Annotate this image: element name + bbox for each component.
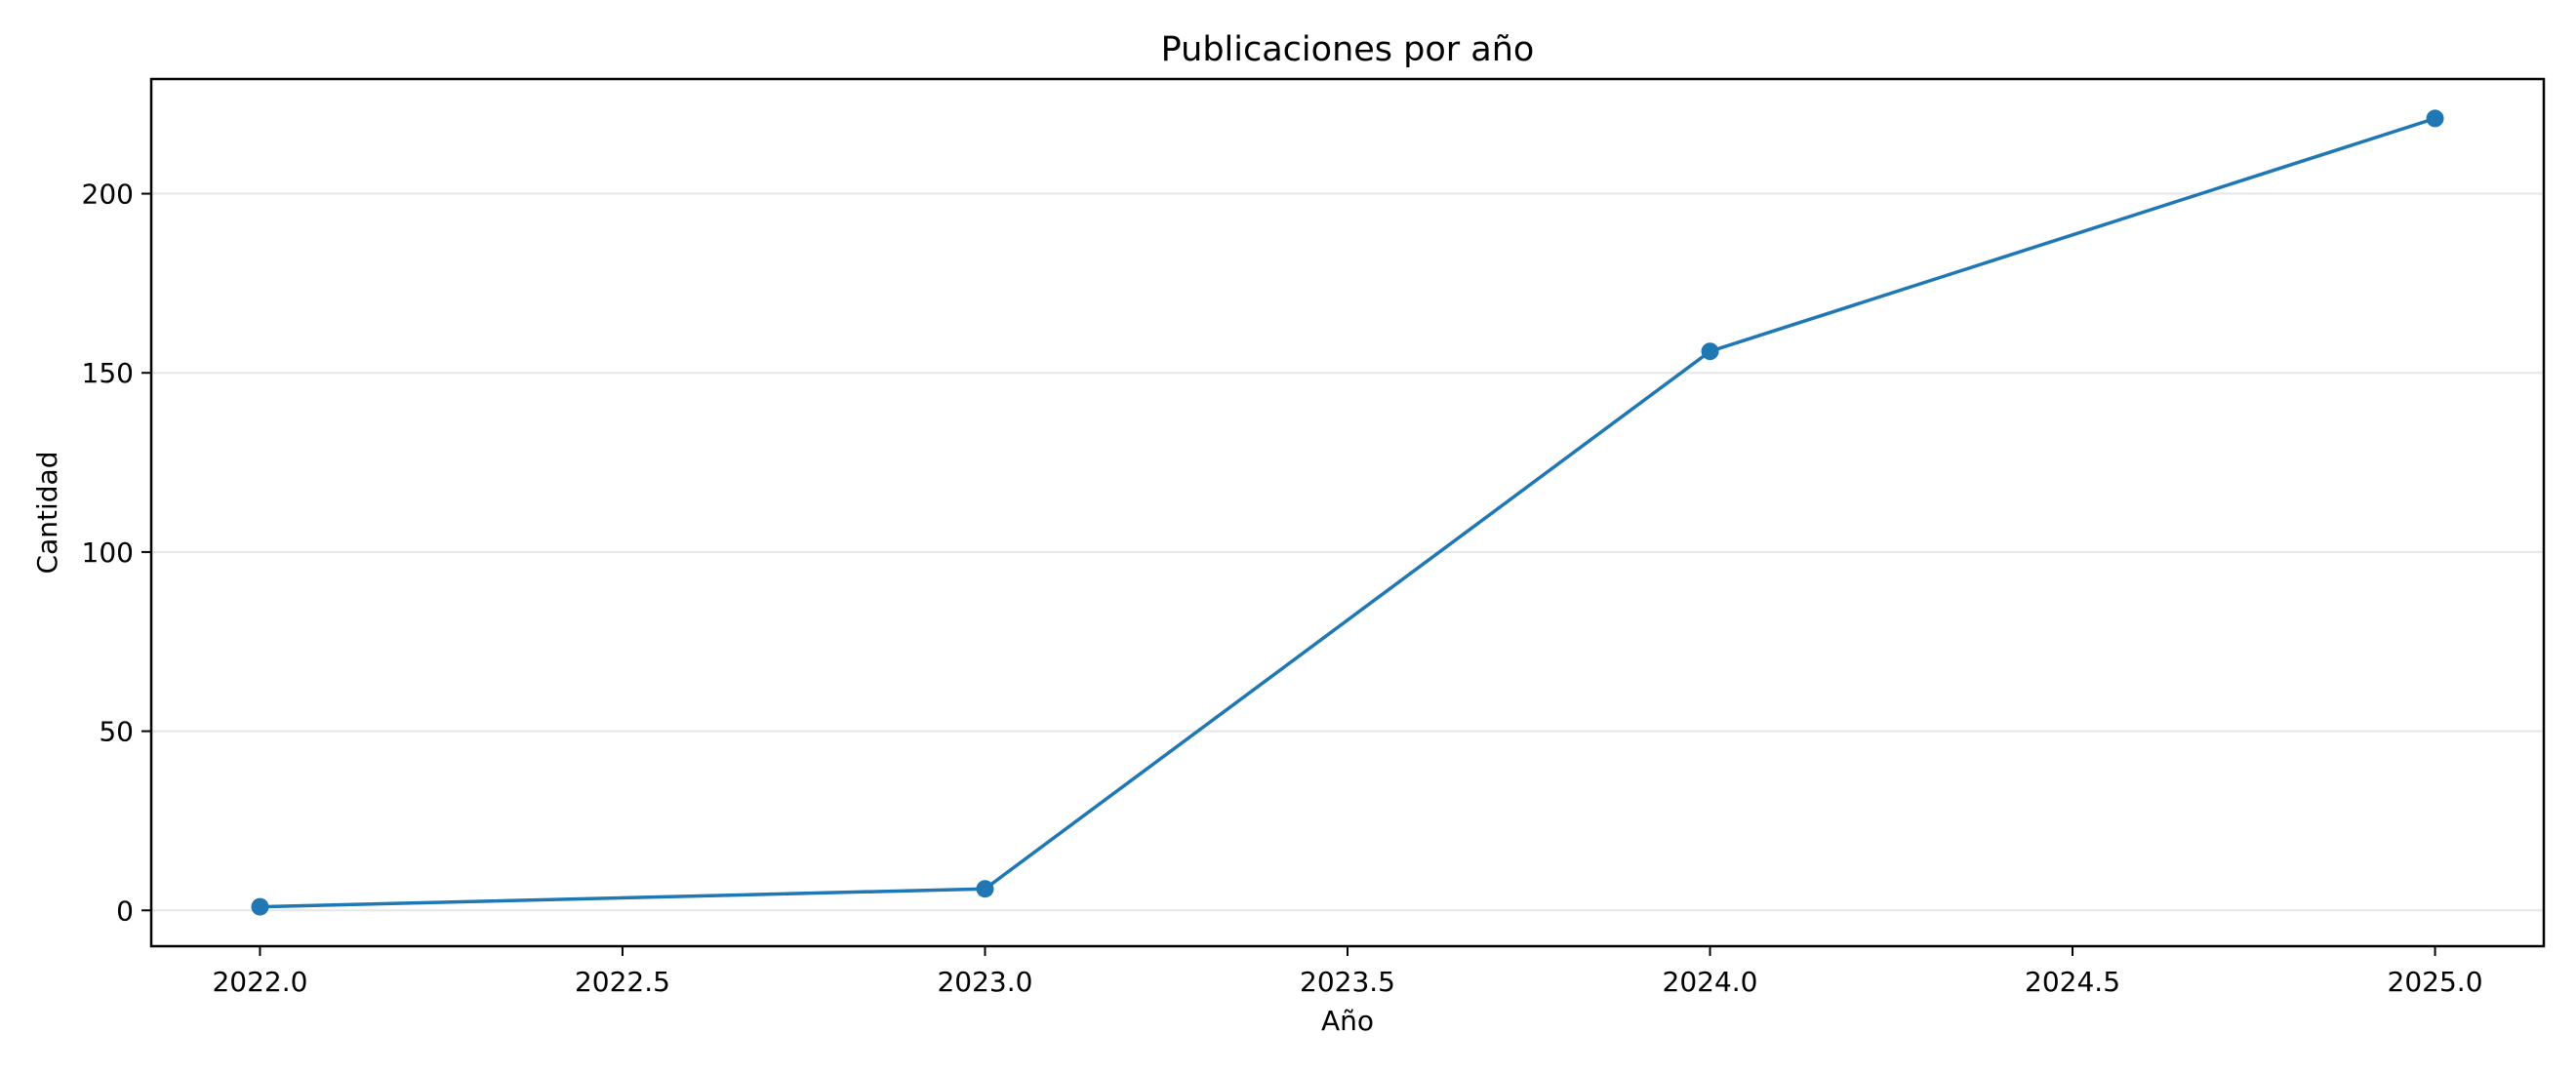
x-tick-label: 2022.0 xyxy=(212,966,307,998)
chart-title: Publicaciones por año xyxy=(1161,30,1535,69)
x-tick-label: 2023.0 xyxy=(937,966,1032,998)
plot-frame xyxy=(149,77,2546,948)
data-point xyxy=(2426,109,2444,128)
x-tick-label: 2025.0 xyxy=(2388,966,2483,998)
y-tick-label: 150 xyxy=(82,357,134,389)
x-axis-label: Año xyxy=(1321,1005,1374,1037)
y-tick-label: 0 xyxy=(116,894,134,927)
ticks-layer: 0 50 100 150 200 2022.0 2022.5 2023.0 2023.5 2024… xyxy=(82,179,2483,998)
x-tick-label: 2024.5 xyxy=(2025,966,2120,998)
x-tick-label: 2024.0 xyxy=(1663,966,1758,998)
grid-layer xyxy=(151,192,2544,912)
y-tick-label: 50 xyxy=(99,716,134,748)
y-tick-label: 100 xyxy=(82,536,134,569)
data-point xyxy=(976,880,994,898)
series-layer xyxy=(251,109,2444,916)
series-line xyxy=(260,116,2436,909)
data-point xyxy=(251,897,269,916)
y-tick-label: 200 xyxy=(82,179,134,211)
data-point xyxy=(1701,342,1719,361)
y-axis-label: Cantidad xyxy=(31,452,63,575)
x-tick-label: 2022.5 xyxy=(575,966,670,998)
x-tick-label: 2023.5 xyxy=(1300,966,1395,998)
